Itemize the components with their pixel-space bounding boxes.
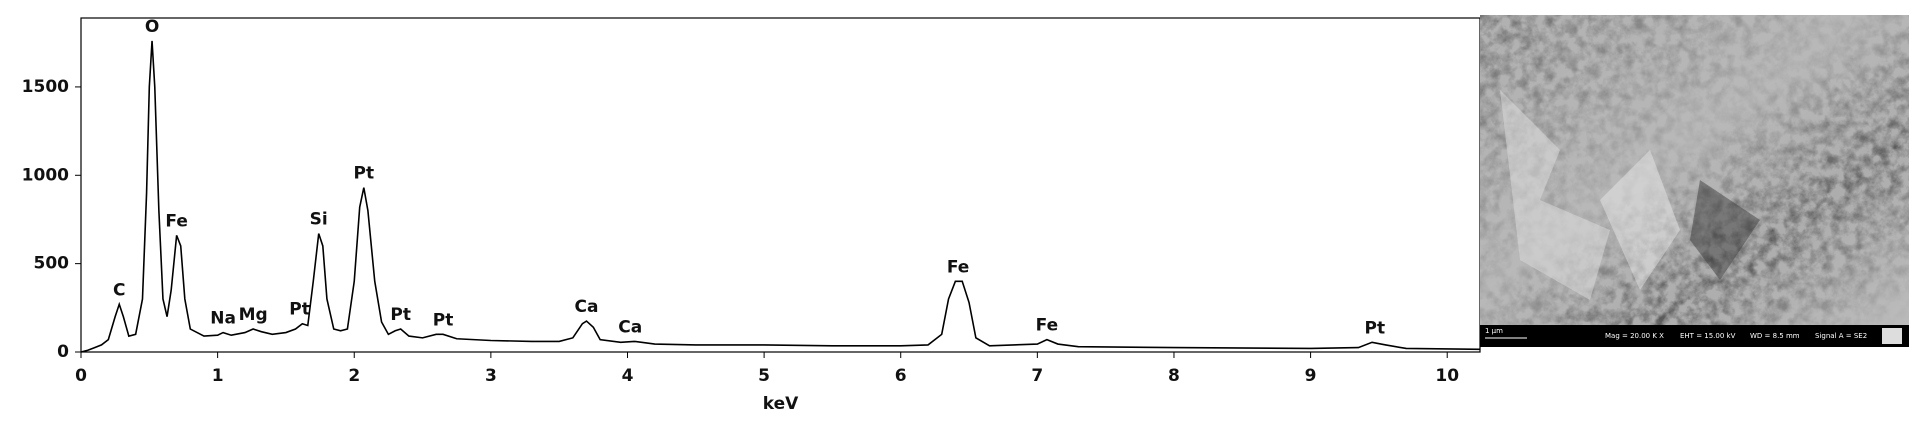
- x-tick-label: 3: [485, 366, 497, 386]
- peak-label: Fe: [1036, 316, 1058, 336]
- info-bar: [1480, 325, 1909, 347]
- crystal: [1600, 150, 1680, 290]
- shadow: [1690, 180, 1760, 280]
- peak-label: Si: [310, 210, 328, 230]
- y-tick-label: 1000: [22, 165, 69, 185]
- x-tick-label: 7: [1031, 366, 1043, 386]
- x-tick-label: 9: [1305, 366, 1317, 386]
- info-text: EHT = 15.00 kV: [1680, 332, 1736, 340]
- peak-label: Ca: [575, 297, 599, 317]
- peak-label: Pt: [1365, 318, 1386, 338]
- peak-label: Na: [210, 309, 236, 329]
- info-text: WD = 8.5 mm: [1750, 332, 1800, 340]
- peak-label: Pt: [433, 310, 454, 330]
- info-text: Mag = 20.00 K X: [1605, 332, 1664, 340]
- peak-label: Pt: [354, 164, 375, 184]
- x-tick-label: 1: [212, 366, 224, 386]
- scale-label: 1 μm: [1485, 327, 1503, 335]
- peak-label: Ca: [618, 317, 642, 337]
- crystal: [1500, 90, 1610, 300]
- x-tick-label: 5: [758, 366, 770, 386]
- x-tick-label: 10: [1435, 366, 1459, 386]
- y-tick-label: 0: [57, 342, 69, 362]
- x-tick-label: 6: [895, 366, 907, 386]
- peak-label: Pt: [289, 300, 310, 320]
- x-tick-label: 4: [622, 366, 634, 386]
- peak-label: O: [145, 17, 159, 37]
- info-text: Signal A = SE2: [1815, 332, 1867, 340]
- x-axis-label: keV: [763, 394, 799, 414]
- spectrum-plot: 0 500 1000 1500 0 1 2 3 4 5 6 7 8 9 10 keV C O Fe Na Mg Pt Si P…: [22, 17, 1481, 414]
- x-tick-label: 0: [75, 366, 87, 386]
- x-tick-label: 2: [348, 366, 360, 386]
- peak-label: Fe: [947, 257, 969, 277]
- peak-label: Pt: [390, 305, 411, 325]
- peak-label: Mg: [239, 305, 268, 325]
- y-tick-label: 500: [34, 254, 70, 274]
- x-tick-label: 8: [1168, 366, 1180, 386]
- peak-label: C: [113, 280, 125, 300]
- logo: [1882, 328, 1902, 344]
- sem-image: 1 μm Mag = 20.00 K X EHT = 15.00 kV WD =…: [1480, 15, 1909, 347]
- spectrum-line: [80, 40, 1481, 353]
- y-tick-label: 1500: [22, 77, 69, 97]
- peak-label: Fe: [165, 211, 187, 231]
